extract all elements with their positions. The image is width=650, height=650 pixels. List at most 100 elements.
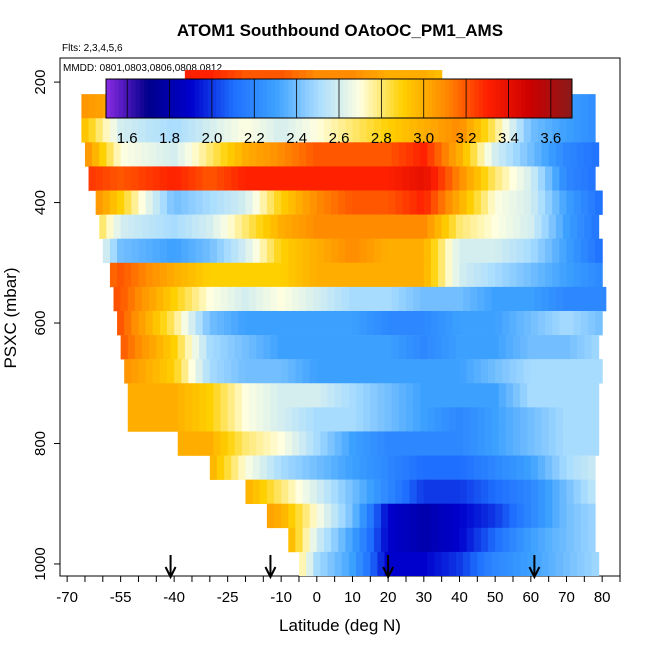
colorbar-tick-label: 3.0	[413, 130, 434, 147]
heatmap-cell	[124, 310, 132, 336]
heatmap-cell	[281, 190, 289, 215]
arrow-head	[164, 566, 177, 580]
heatmap-cell	[402, 503, 411, 529]
heatmap-cell	[577, 335, 585, 360]
heatmap-cell	[341, 383, 350, 408]
heatmap-cell	[470, 335, 478, 360]
heatmap-cell	[416, 455, 425, 480]
heatmap-cell	[477, 383, 486, 408]
heatmap-cell	[452, 166, 461, 191]
heatmap-cell	[591, 383, 600, 408]
heatmap-cell	[177, 407, 186, 432]
heatmap-cell	[127, 407, 136, 432]
heatmap-cell	[530, 479, 539, 505]
colorbar-segment	[156, 79, 162, 118]
colorbar-segment	[322, 79, 327, 118]
heatmap-cell	[302, 166, 311, 191]
heatmap-cell	[109, 166, 118, 191]
heatmap-cell	[466, 190, 475, 215]
heatmap-cell	[566, 479, 575, 505]
heatmap-cell	[573, 359, 582, 384]
heatmap-cell	[227, 407, 236, 432]
heatmap-cell	[259, 166, 268, 191]
heatmap-cell	[409, 527, 418, 553]
heatmap-cell	[388, 359, 396, 384]
heatmap-cell	[420, 551, 428, 576]
heatmap-cell	[570, 142, 578, 167]
heatmap-cell	[512, 335, 521, 360]
heatmap-cell	[206, 407, 214, 432]
heatmap-cell	[480, 527, 489, 553]
heatmap-cell	[480, 238, 489, 264]
colorbar-segment	[271, 79, 276, 118]
heatmap-cell	[184, 335, 193, 360]
heatmap-cell	[438, 359, 446, 384]
heatmap-cell	[388, 238, 396, 264]
heatmap-cell	[316, 503, 325, 529]
heatmap-cell	[145, 238, 154, 264]
heatmap-cell	[523, 479, 532, 505]
heatmap-cell	[206, 286, 214, 312]
heatmap-cell	[323, 166, 332, 191]
heatmap-cell	[384, 142, 393, 167]
heatmap-cell	[548, 142, 557, 167]
heatmap-cell	[473, 479, 482, 505]
heatmap-cell	[523, 118, 532, 143]
heatmap-cell	[366, 190, 375, 215]
colorbar-segment	[470, 79, 476, 118]
heatmap-cell	[295, 479, 304, 505]
heatmap-cell	[288, 503, 297, 529]
heatmap-cell	[420, 286, 428, 312]
heatmap-cell	[291, 214, 300, 239]
heatmap-cell	[259, 190, 268, 215]
heatmap-cell	[466, 527, 475, 553]
heatmap-cell	[359, 118, 368, 143]
heatmap-cell	[473, 118, 482, 143]
heatmap-cell	[302, 455, 311, 480]
heatmap-cell	[516, 310, 525, 336]
heatmap-cell	[416, 262, 425, 288]
colorbar-segment	[402, 79, 408, 118]
heatmap-cell	[480, 118, 489, 143]
heatmap-cell	[338, 359, 346, 384]
heatmap-cell	[167, 262, 175, 288]
heatmap-cell	[309, 455, 318, 480]
heatmap-cell	[530, 503, 539, 529]
heatmap-cell	[448, 214, 457, 239]
heatmap-cell	[224, 118, 232, 143]
heatmap-cell	[184, 286, 193, 312]
heatmap-cell	[448, 383, 457, 408]
heatmap-cell	[291, 407, 300, 432]
heatmap-cell	[124, 190, 132, 215]
heatmap-cell	[466, 238, 475, 264]
heatmap-cell	[281, 118, 289, 143]
heatmap-cell	[402, 527, 411, 553]
heatmap-cell	[377, 214, 386, 239]
heatmap-cell	[256, 214, 264, 239]
heatmap-cell	[338, 166, 346, 191]
heatmap-cell	[323, 527, 332, 553]
heatmap-cell	[159, 310, 168, 336]
colorbar-segment	[351, 79, 357, 118]
heatmap-cell	[316, 118, 325, 143]
heatmap-cell	[220, 335, 229, 360]
heatmap-cell	[245, 118, 254, 143]
heatmap-cell	[520, 335, 528, 360]
heatmap-cell	[327, 214, 336, 239]
heatmap-cell	[156, 383, 165, 408]
heatmap-cell	[348, 214, 357, 239]
heatmap-cell	[352, 503, 361, 529]
heatmap-cell	[259, 118, 268, 143]
heatmap-cell	[384, 407, 393, 432]
heatmap-cell	[395, 190, 404, 215]
heatmap-cell	[587, 94, 596, 119]
heatmap-cell	[195, 238, 204, 264]
heatmap-cell	[455, 431, 464, 456]
heatmap-cell	[238, 310, 247, 336]
heatmap-cell	[391, 551, 400, 576]
heatmap-cell	[163, 142, 172, 167]
heatmap-cell	[359, 455, 368, 480]
colorbar-segment	[483, 79, 488, 118]
heatmap-cell	[188, 166, 197, 191]
colorbar-segment	[334, 79, 340, 118]
